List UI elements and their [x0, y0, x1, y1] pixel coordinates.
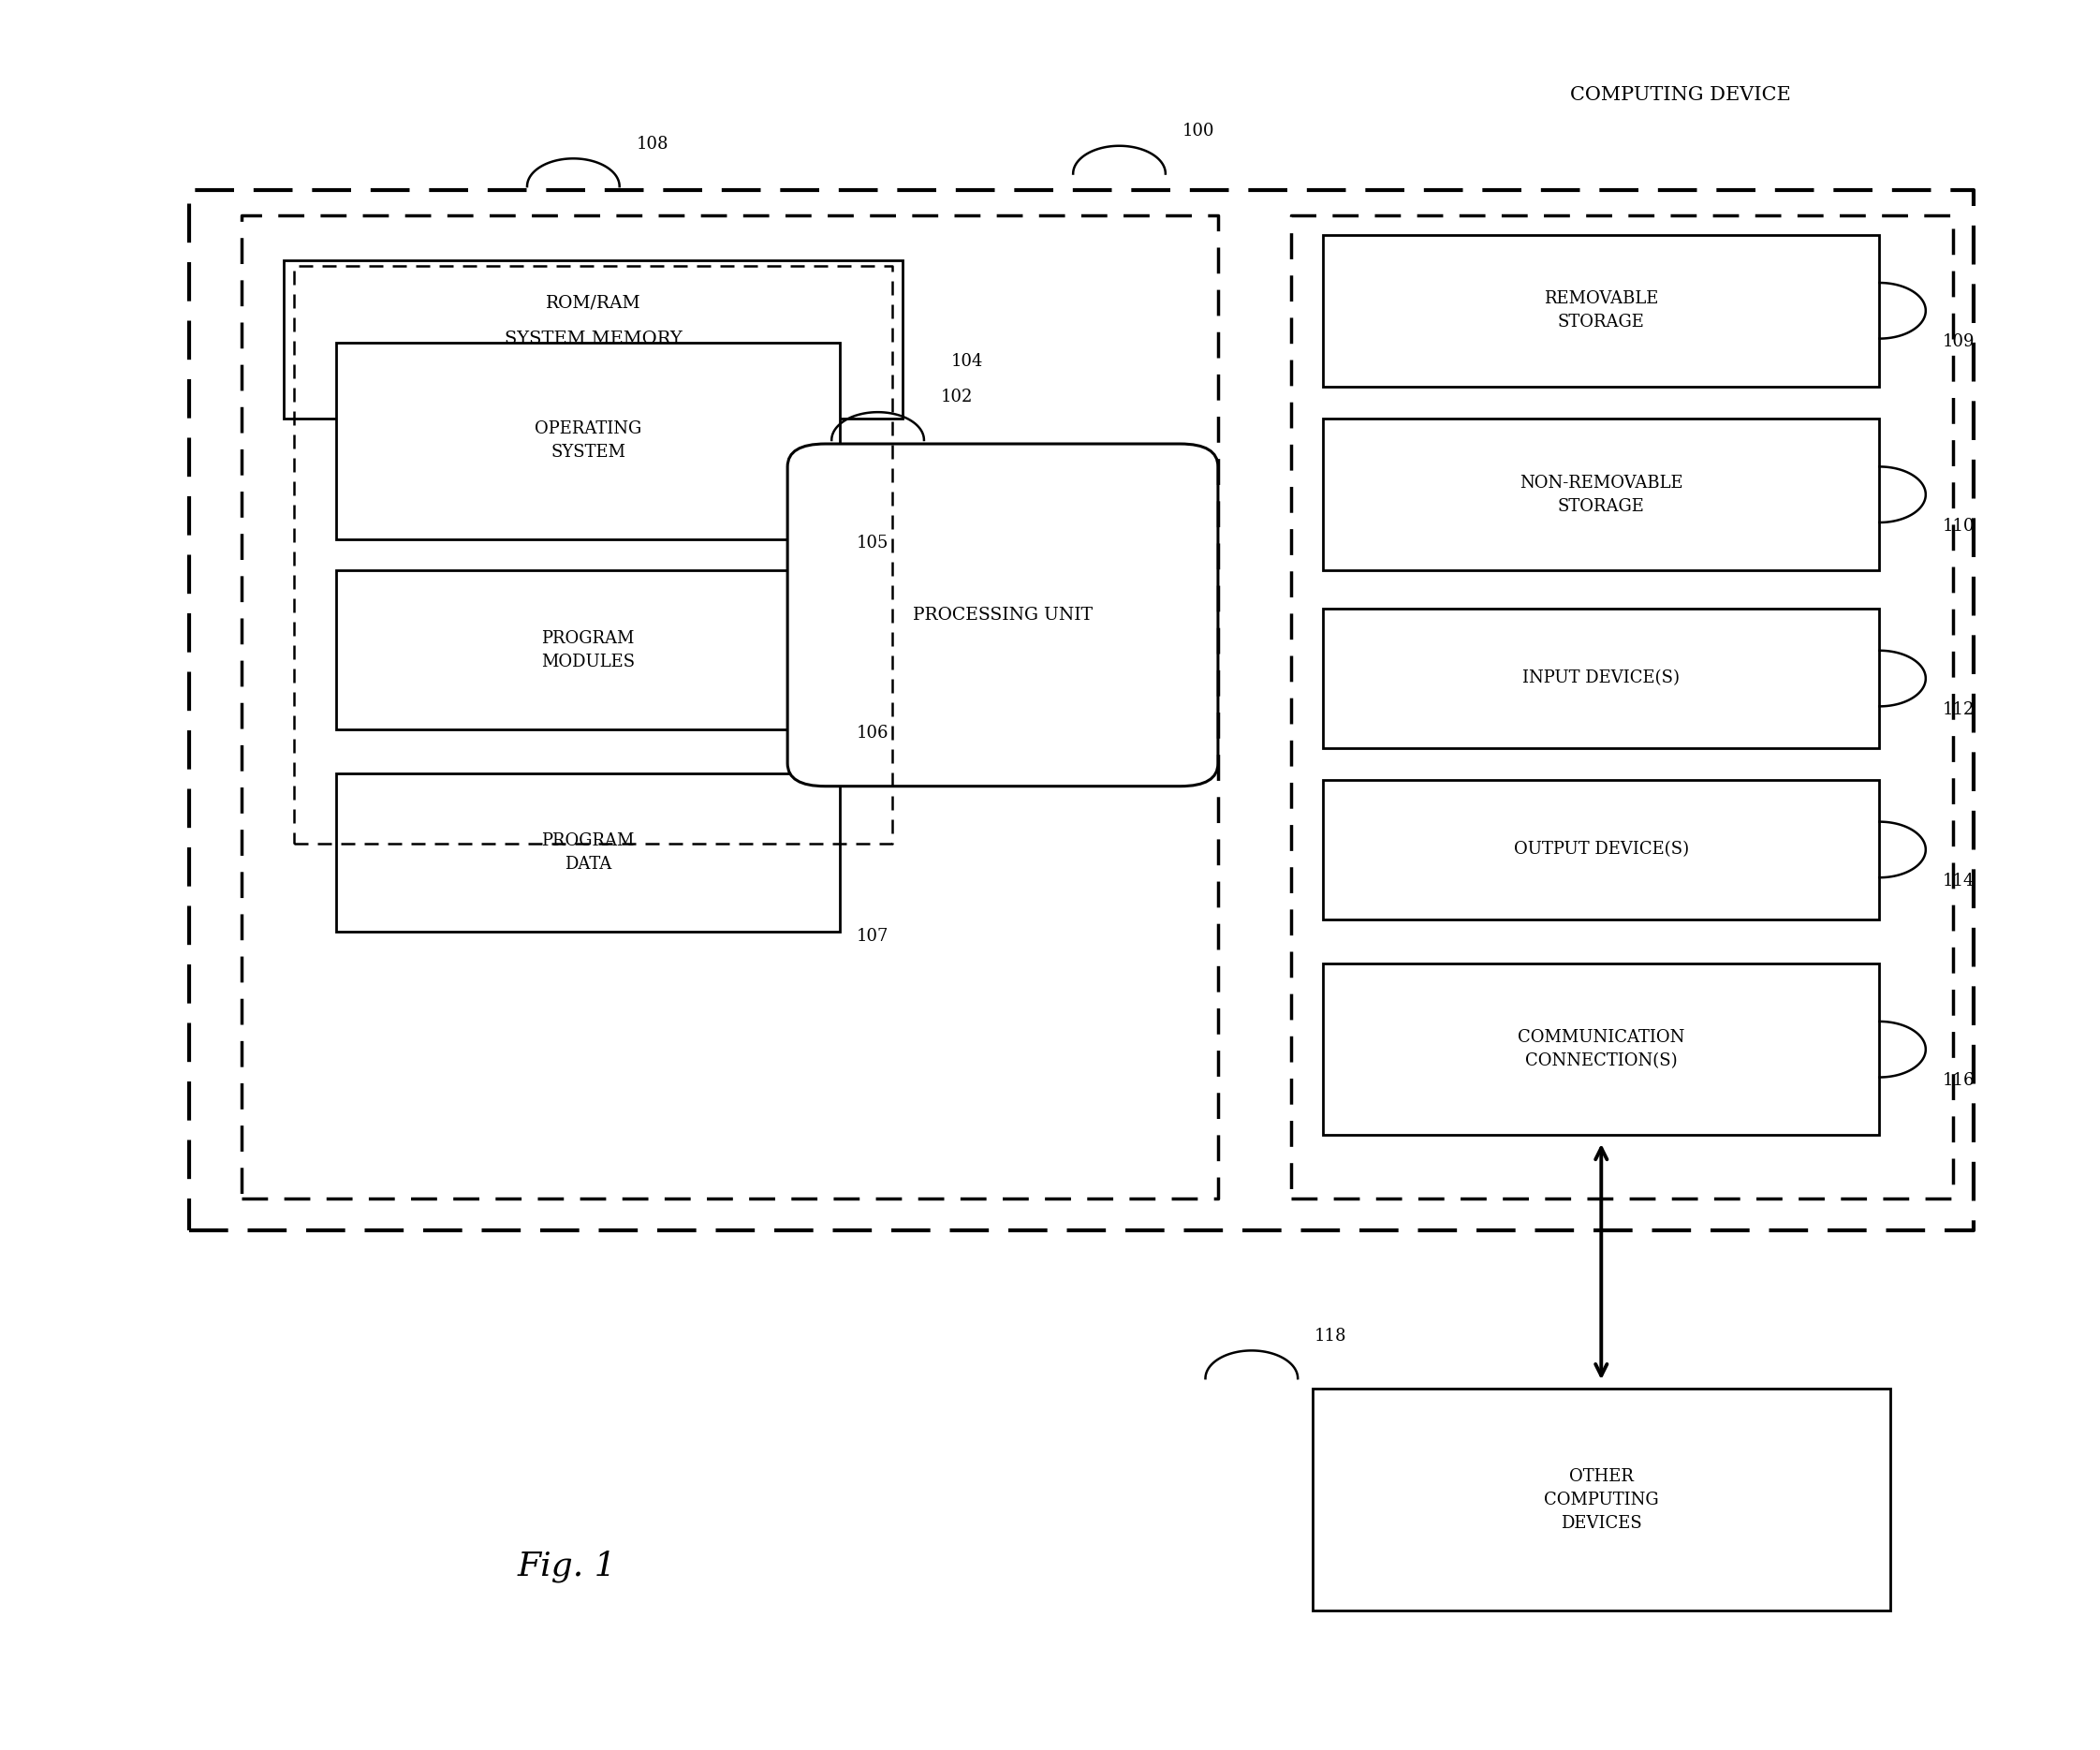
Text: 107: 107 — [857, 928, 888, 945]
Text: PROGRAM
MODULES: PROGRAM MODULES — [542, 630, 634, 670]
Bar — [336, 343, 840, 539]
Text: OUTPUT DEVICE(S): OUTPUT DEVICE(S) — [1514, 842, 1688, 857]
Text: PROGRAM
DATA: PROGRAM DATA — [542, 833, 634, 873]
Text: ROM/RAM: ROM/RAM — [546, 294, 640, 311]
Bar — [336, 570, 840, 730]
Text: 112: 112 — [1943, 702, 1974, 717]
Bar — [336, 773, 840, 933]
Text: 104: 104 — [951, 354, 983, 369]
Text: PROCESSING UNIT: PROCESSING UNIT — [914, 607, 1092, 623]
Bar — [1323, 609, 1880, 749]
Text: COMPUTING DEVICE: COMPUTING DEVICE — [1569, 86, 1791, 103]
Bar — [284, 261, 903, 418]
Text: OTHER
COMPUTING
DEVICES: OTHER COMPUTING DEVICES — [1544, 1468, 1659, 1531]
Bar — [1323, 418, 1880, 570]
Text: 108: 108 — [636, 135, 668, 152]
Text: COMMUNICATION
CONNECTION(S): COMMUNICATION CONNECTION(S) — [1518, 1029, 1684, 1069]
Text: 105: 105 — [857, 534, 888, 551]
Text: 102: 102 — [941, 388, 972, 406]
Bar — [1323, 964, 1880, 1136]
Text: NON-REMOVABLE
STORAGE: NON-REMOVABLE STORAGE — [1520, 474, 1682, 514]
Text: 110: 110 — [1943, 518, 1974, 534]
Bar — [1312, 1388, 1890, 1610]
Bar — [1323, 780, 1880, 919]
FancyBboxPatch shape — [788, 444, 1218, 786]
Text: 100: 100 — [1182, 122, 1214, 140]
Bar — [1323, 234, 1880, 387]
Text: Fig. 1: Fig. 1 — [517, 1550, 617, 1582]
Text: 114: 114 — [1943, 873, 1974, 889]
Text: OPERATING
SYSTEM: OPERATING SYSTEM — [536, 420, 640, 460]
Text: 116: 116 — [1943, 1073, 1974, 1088]
Text: 109: 109 — [1943, 334, 1974, 350]
Text: SYSTEM MEMORY: SYSTEM MEMORY — [504, 331, 683, 348]
Text: REMOVABLE
STORAGE: REMOVABLE STORAGE — [1544, 290, 1659, 331]
Text: 118: 118 — [1315, 1326, 1346, 1344]
Text: INPUT DEVICE(S): INPUT DEVICE(S) — [1522, 670, 1680, 686]
Text: 106: 106 — [857, 724, 888, 742]
